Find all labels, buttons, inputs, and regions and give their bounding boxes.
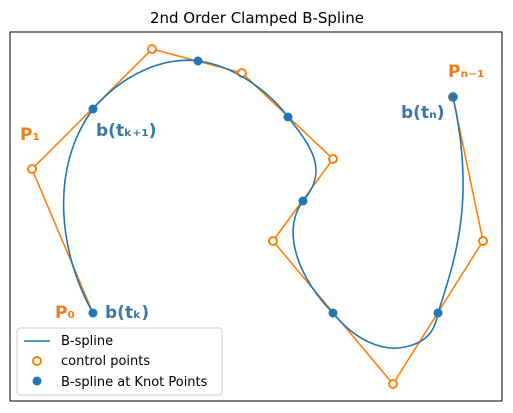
figure-title: 2nd Order Clamped B-Spline bbox=[150, 9, 364, 27]
label-pn1: Pₙ₋₁ bbox=[448, 62, 485, 82]
knot-point bbox=[283, 112, 293, 122]
knot-point bbox=[448, 92, 458, 102]
knot-point bbox=[433, 308, 443, 318]
legend-hollow-marker bbox=[32, 356, 42, 366]
legend-control-label: control points bbox=[61, 354, 150, 369]
label-btn: b(tₙ) bbox=[401, 103, 445, 123]
knot-point bbox=[88, 308, 98, 318]
legend-filled-marker bbox=[32, 376, 42, 386]
knot-point bbox=[193, 56, 203, 66]
legend: B-spline control points B-spline at Knot… bbox=[16, 327, 223, 396]
knot-points bbox=[88, 56, 458, 318]
control-point bbox=[328, 154, 338, 164]
plot-frame bbox=[9, 31, 503, 402]
control-point bbox=[27, 164, 37, 174]
legend-knots-label: B-spline at Knot Points bbox=[61, 375, 208, 390]
control-point bbox=[388, 379, 398, 389]
knot-point bbox=[328, 308, 338, 318]
knot-point bbox=[88, 104, 98, 114]
legend-box bbox=[16, 327, 223, 396]
label-btk: b(tₖ) bbox=[105, 303, 149, 323]
control-point bbox=[147, 44, 157, 54]
legend-spline-label: B-spline bbox=[61, 334, 113, 349]
label-p1: P₁ bbox=[20, 125, 40, 145]
control-point bbox=[478, 236, 488, 246]
control-point bbox=[268, 236, 278, 246]
label-p0: P₀ bbox=[55, 303, 75, 323]
label-btk1: b(tₖ₊₁) bbox=[96, 121, 157, 141]
knot-point bbox=[298, 196, 308, 206]
